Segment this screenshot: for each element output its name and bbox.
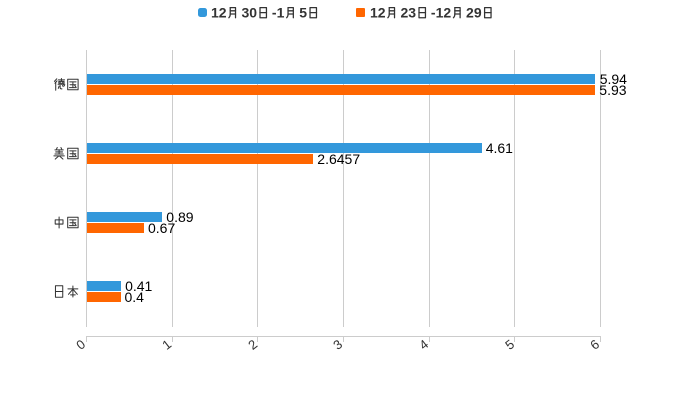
- svg-text:5: 5: [299, 5, 307, 21]
- svg-text:30: 30: [241, 5, 257, 21]
- svg-text:-12: -12: [430, 5, 450, 21]
- svg-text:12: 12: [370, 5, 386, 21]
- svg-text:23: 23: [400, 5, 416, 21]
- svg-text:29: 29: [466, 5, 482, 21]
- svg-text:12: 12: [211, 5, 227, 21]
- svg-text:-1: -1: [271, 5, 284, 21]
